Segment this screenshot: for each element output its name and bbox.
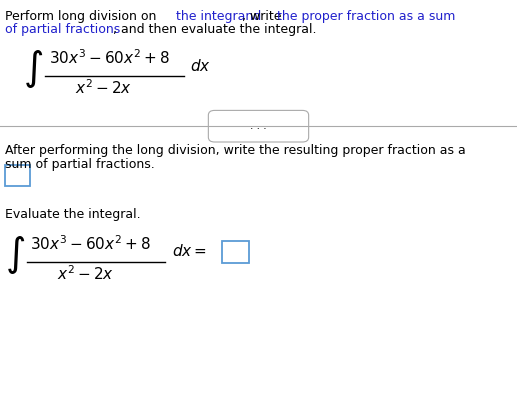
FancyBboxPatch shape: [222, 241, 249, 263]
Text: $30x^3 - 60x^2 + 8$: $30x^3 - 60x^2 + 8$: [49, 48, 170, 67]
Text: $x^2 - 2x$: $x^2 - 2x$: [57, 264, 114, 283]
Text: $30x^3 - 60x^2 + 8$: $30x^3 - 60x^2 + 8$: [30, 234, 151, 253]
Text: , write: , write: [242, 10, 285, 23]
Text: , and then evaluate the integral.: , and then evaluate the integral.: [113, 23, 316, 36]
Text: of partial fractions: of partial fractions: [5, 23, 120, 36]
Text: Evaluate the integral.: Evaluate the integral.: [5, 208, 141, 221]
Text: Perform long division on: Perform long division on: [5, 10, 161, 23]
Text: $\int$: $\int$: [23, 48, 43, 90]
Text: $dx =$: $dx =$: [172, 243, 206, 259]
Text: the integrand: the integrand: [176, 10, 261, 23]
FancyBboxPatch shape: [5, 165, 30, 186]
Text: $x^2 - 2x$: $x^2 - 2x$: [75, 78, 132, 97]
Text: $dx$: $dx$: [190, 58, 211, 74]
Text: the proper fraction as a sum: the proper fraction as a sum: [277, 10, 455, 23]
Text: After performing the long division, write the resulting proper fraction as a: After performing the long division, writ…: [5, 144, 466, 157]
Text: $\int$: $\int$: [5, 234, 25, 276]
FancyBboxPatch shape: [208, 110, 309, 142]
Text: . . .: . . .: [250, 120, 267, 130]
Text: sum of partial fractions.: sum of partial fractions.: [5, 158, 155, 171]
